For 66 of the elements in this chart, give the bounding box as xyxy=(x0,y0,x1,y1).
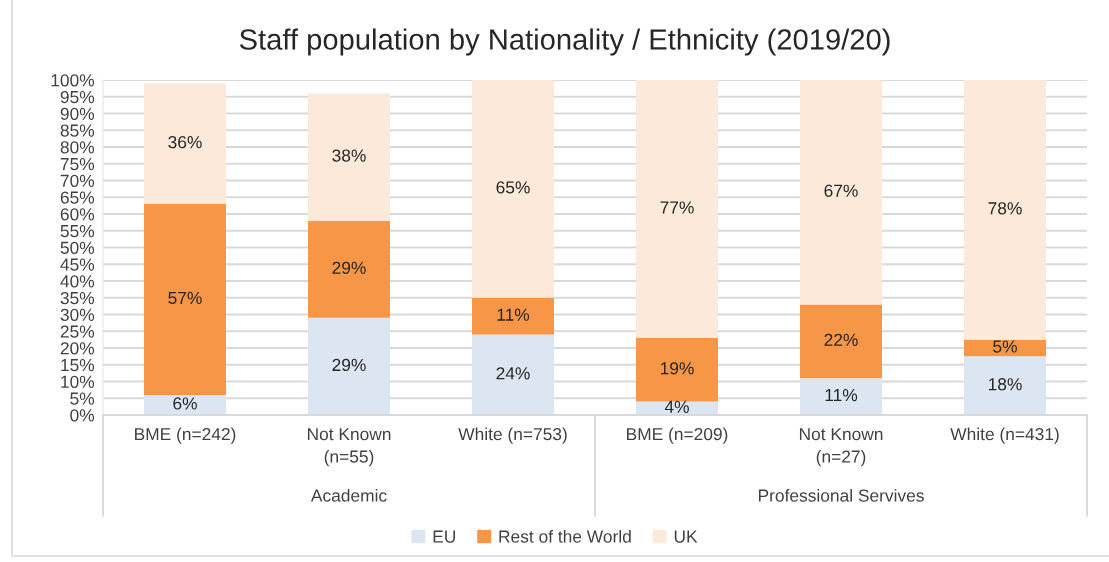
data-label: 24% xyxy=(496,367,530,380)
data-label: 29% xyxy=(332,358,366,372)
bar xyxy=(800,80,882,305)
bar xyxy=(308,220,390,318)
y-tick-label: 95% xyxy=(60,90,95,104)
x-tick-label: Not Known (n=27) xyxy=(799,428,883,467)
y-tick-label: 45% xyxy=(60,258,95,271)
y-tick-label: 50% xyxy=(60,241,95,254)
y-tick-label: 15% xyxy=(61,358,95,372)
legend-label: EU xyxy=(433,530,456,543)
data-label: 6% xyxy=(173,397,197,410)
y-tick-label: 75% xyxy=(60,157,95,171)
x-tick-label: Not Known (n=55) xyxy=(307,428,391,467)
bar xyxy=(964,356,1046,415)
data-label: 38% xyxy=(332,149,366,162)
bar xyxy=(800,304,882,379)
bar xyxy=(308,317,390,415)
y-tick-label: 80% xyxy=(60,141,95,154)
data-label: 4% xyxy=(664,400,689,413)
text: Professional Servives xyxy=(758,488,924,502)
legend-label: Rest of the World xyxy=(499,529,631,543)
y-tick-label: 20% xyxy=(60,342,95,355)
data-label: 11% xyxy=(497,308,530,321)
y-tick-label: 55% xyxy=(60,224,95,238)
bar xyxy=(472,334,554,415)
legend-label: UK xyxy=(674,530,698,543)
y-tick-label: 65% xyxy=(60,191,95,204)
y-tick-label: 35% xyxy=(60,291,95,305)
y-tick-label: 90% xyxy=(60,107,95,120)
x-tick-label: BME (n=242) xyxy=(135,427,236,444)
data-label: 65% xyxy=(496,181,530,194)
bar xyxy=(144,203,226,395)
y-tick-label: 85% xyxy=(60,124,95,137)
data-label: 5% xyxy=(993,340,1017,353)
data-label: 22% xyxy=(824,333,858,346)
y-tick-label: 70% xyxy=(60,174,95,187)
y-tick-label: 30% xyxy=(60,308,95,321)
bar xyxy=(472,297,554,335)
text: Academic xyxy=(310,488,387,502)
y-tick-label: 100% xyxy=(51,74,95,87)
chart-title: Staff population by Nationality / Ethnicity (2019/20) xyxy=(239,28,890,56)
data-label: 77% xyxy=(660,201,694,214)
y-tick-label: 40% xyxy=(60,275,95,288)
x-tick-label: BME (n=209) xyxy=(627,427,728,444)
bar xyxy=(472,80,554,298)
data-label: 57% xyxy=(168,291,202,305)
bar xyxy=(636,337,718,402)
y-tick-label: 0% xyxy=(70,409,95,422)
bar xyxy=(144,83,226,204)
bar xyxy=(636,80,718,338)
data-label: 36% xyxy=(168,136,202,149)
data-label: 29% xyxy=(332,261,366,274)
y-tick-label: 60% xyxy=(60,208,95,221)
y-tick-label: 25% xyxy=(60,325,95,338)
y-tick-label: 10% xyxy=(61,375,95,388)
y-tick-label: 5% xyxy=(70,392,95,405)
data-label: 78% xyxy=(988,202,1022,215)
bar xyxy=(308,93,390,221)
bar xyxy=(800,378,882,415)
data-label: 18% xyxy=(988,378,1022,391)
x-tick-label: White (n=431) xyxy=(950,427,1059,444)
bar xyxy=(964,80,1046,340)
data-label: 19% xyxy=(660,362,694,375)
data-label: 11% xyxy=(825,389,858,402)
x-tick-label: White (n=753) xyxy=(458,427,567,444)
data-label: 67% xyxy=(824,184,858,197)
